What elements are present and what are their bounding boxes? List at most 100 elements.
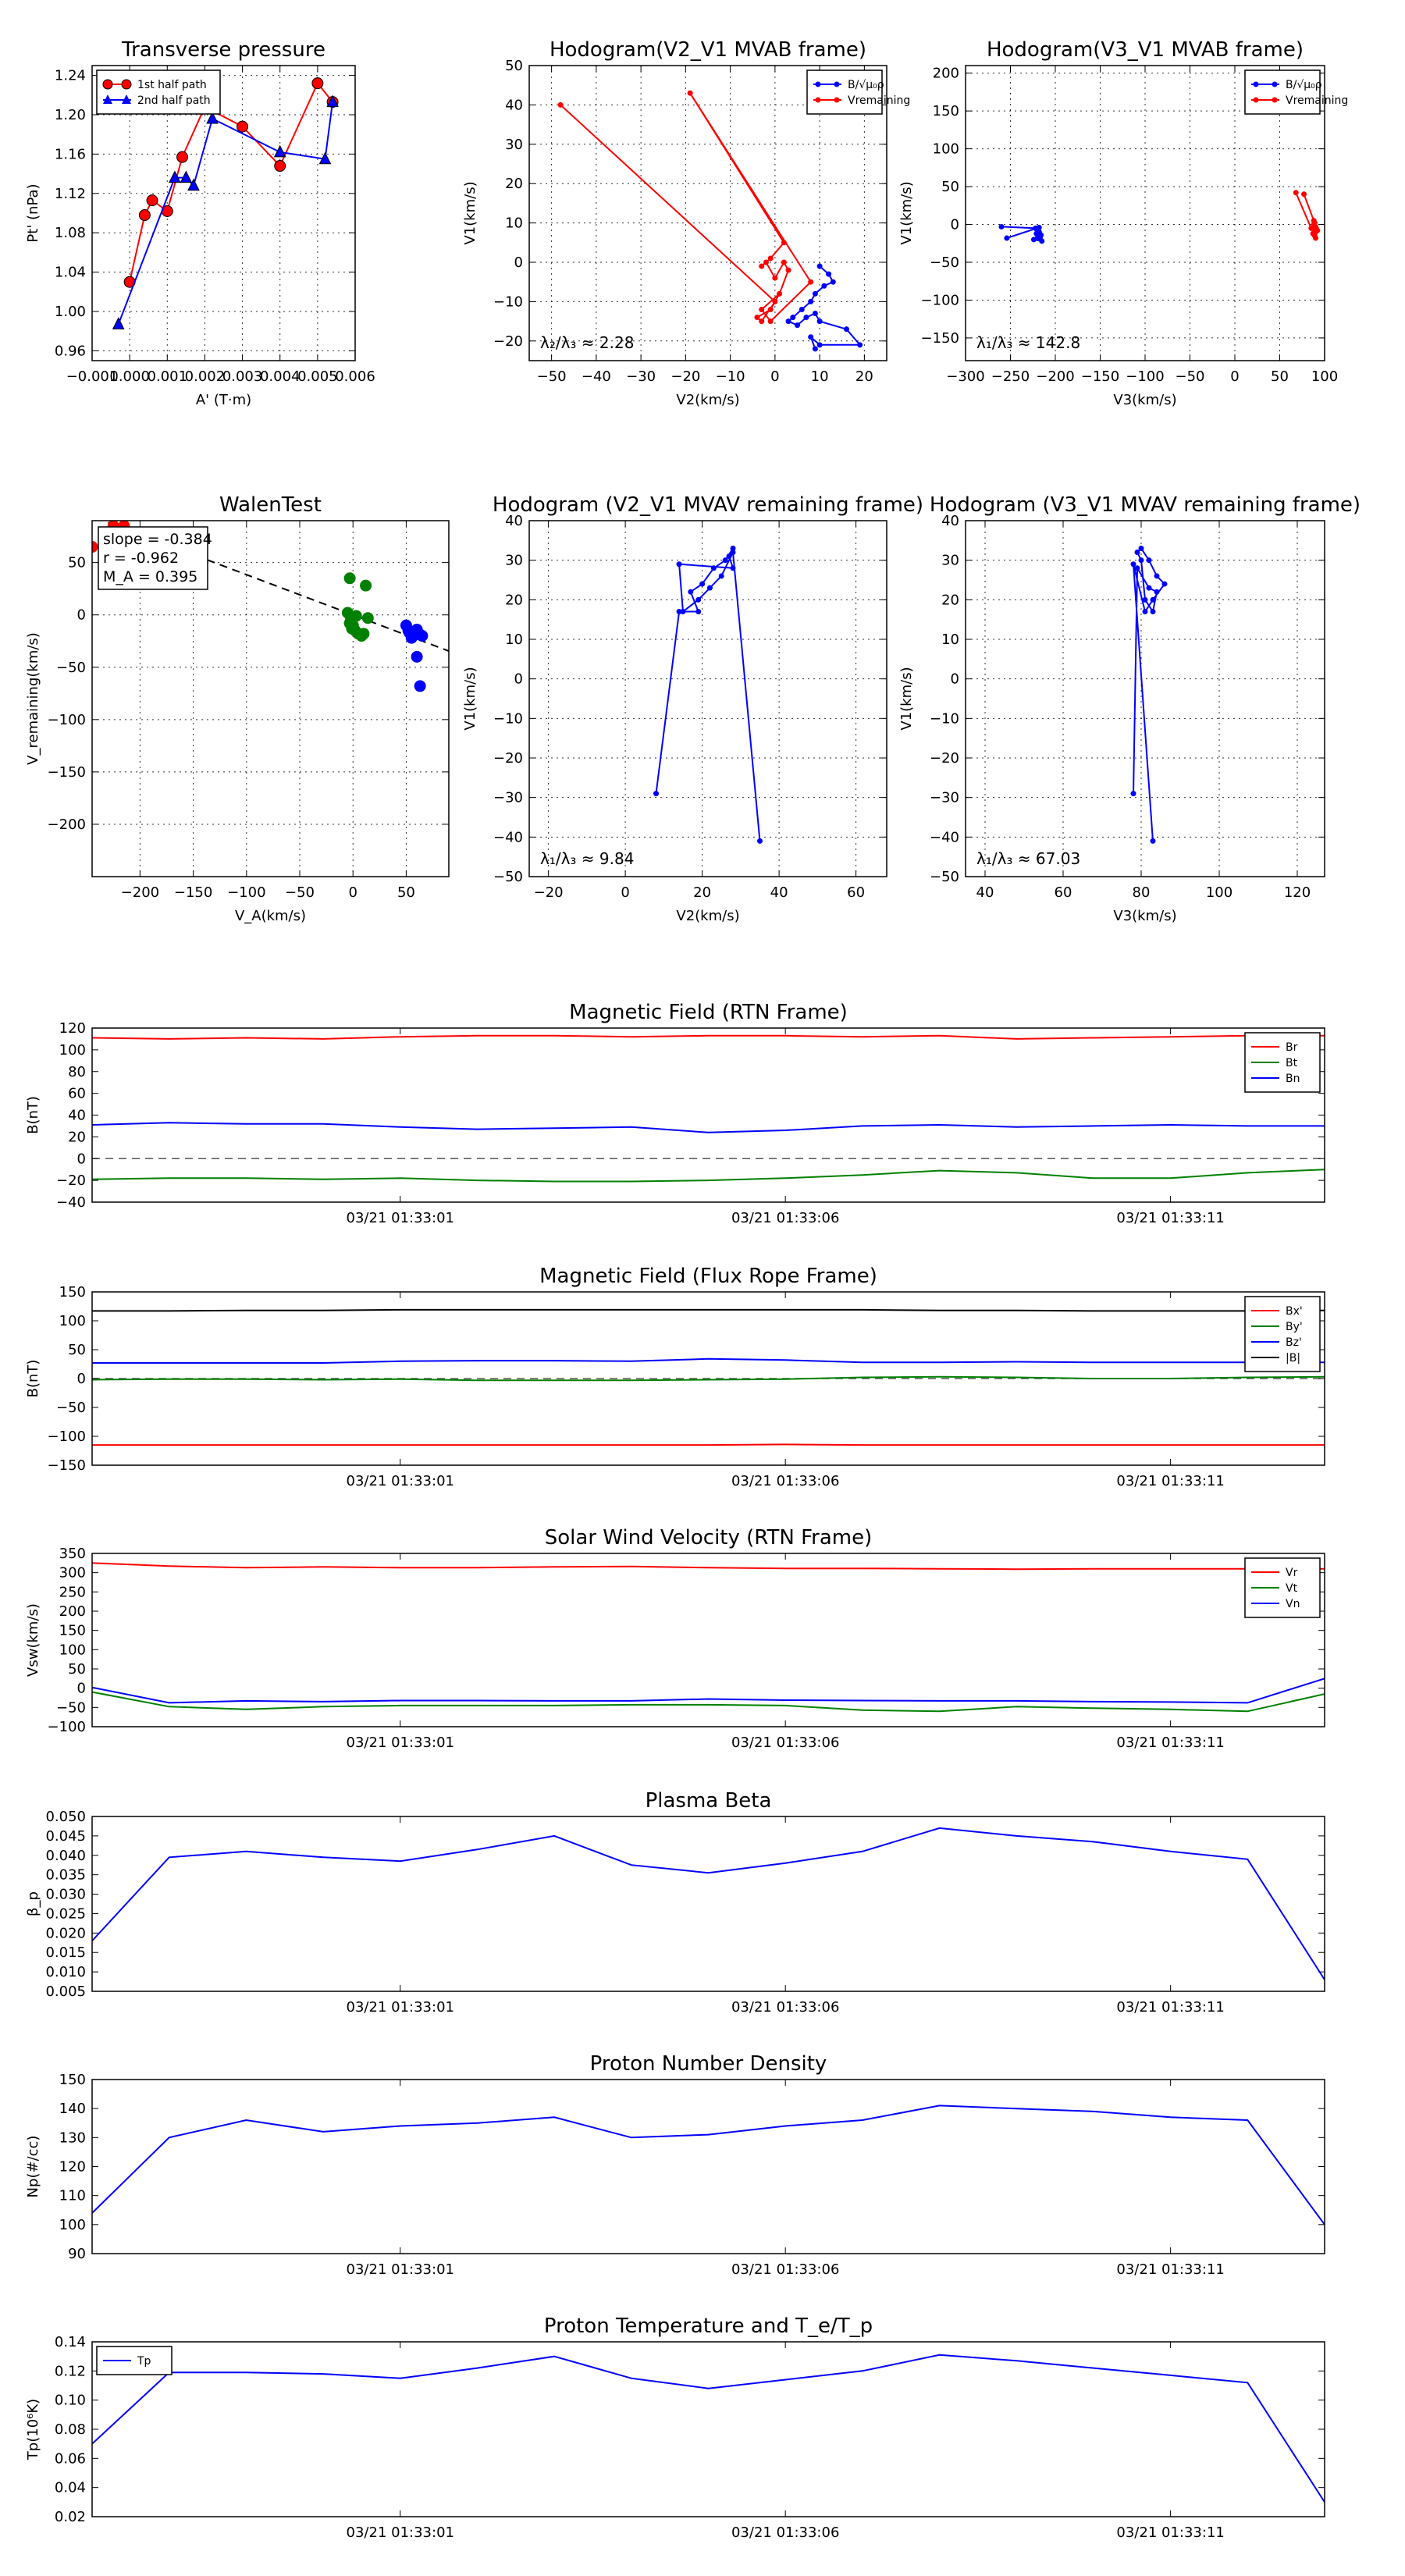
y-tick-label: 10 bbox=[505, 215, 523, 232]
y-axis-label: V1(km/s) bbox=[898, 181, 915, 244]
y-tick-label: 0.030 bbox=[45, 1887, 86, 1903]
data-point bbox=[237, 120, 249, 133]
data-point bbox=[1293, 190, 1299, 196]
data-point bbox=[1033, 230, 1040, 237]
y-axis-label: V_remaining(km/s) bbox=[25, 632, 41, 765]
y-tick-label: −50 bbox=[56, 660, 86, 676]
data-point bbox=[187, 178, 200, 191]
chart-vsw: Solar Wind Velocity (RTN Frame) 03/21 01:… bbox=[25, 1526, 1325, 1751]
data-point bbox=[1310, 230, 1316, 237]
chart-h1: Hodogram(V2_V1 MVAB frame) −50 −40 −30 −20 −1… bbox=[462, 38, 910, 408]
chart-title: Hodogram(V3_V1 MVAB frame) bbox=[987, 38, 1304, 62]
legend-label: Vt bbox=[1286, 1582, 1298, 1595]
y-tick-label: 0.06 bbox=[55, 2450, 86, 2467]
data-point bbox=[790, 315, 796, 321]
y-tick-label: −200 bbox=[48, 817, 86, 833]
plot-frame bbox=[91, 520, 450, 877]
data-point bbox=[812, 290, 818, 297]
legend-label: Tp bbox=[137, 2355, 151, 2368]
data-point bbox=[781, 240, 787, 246]
y-tick-label: 0.02 bbox=[55, 2509, 86, 2525]
x-tick-label: 03/21 01:33:01 bbox=[347, 1210, 454, 1226]
legend-label: Vremaining bbox=[1286, 94, 1348, 107]
y-tick-label: 1.20 bbox=[55, 107, 86, 123]
plot-frame bbox=[965, 520, 1325, 877]
data-point bbox=[706, 585, 713, 591]
legend-box bbox=[806, 69, 883, 115]
data-point bbox=[767, 306, 774, 312]
data-point bbox=[726, 553, 732, 560]
plot-frame bbox=[91, 1816, 1325, 1992]
x-tick-label: 100 bbox=[1206, 884, 1232, 901]
series-line-bx bbox=[92, 1443, 1325, 1446]
plot-area bbox=[92, 2354, 1325, 2503]
x-tick-label: 0 bbox=[621, 884, 629, 901]
chart-title: Hodogram (V2_V1 MVAV remaining frame) bbox=[493, 493, 923, 517]
ratio-annotation: λ₁/λ₃ ≈ 9.84 bbox=[540, 849, 634, 868]
plot-frame bbox=[91, 1027, 1325, 1203]
y-tick-label: −40 bbox=[56, 1194, 86, 1211]
y-axis-label: Vsw(km/s) bbox=[25, 1603, 41, 1677]
y-tick-label: 100 bbox=[59, 2217, 86, 2233]
data-point bbox=[857, 342, 863, 348]
data-point bbox=[710, 565, 717, 571]
series-line-2ndhalfpath bbox=[117, 101, 334, 325]
y-tick-label: −50 bbox=[493, 869, 523, 885]
chart-np: Proton Number Density 03/21 01:33:01 03/21… bbox=[25, 2052, 1325, 2278]
y-tick-label: −100 bbox=[921, 292, 959, 308]
data-point bbox=[318, 151, 332, 165]
x-axis-label: V3(km/s) bbox=[1113, 908, 1176, 924]
x-tick-label: −100 bbox=[227, 884, 265, 901]
x-tick-label: 0.004 bbox=[260, 368, 301, 385]
plot-area bbox=[557, 90, 863, 352]
y-tick-label: 1.00 bbox=[55, 304, 86, 320]
legend: B/√μ₀ρ Vremaining bbox=[1244, 69, 1348, 115]
x-tick-label: −50 bbox=[537, 368, 567, 385]
data-point bbox=[653, 791, 660, 797]
data-point bbox=[676, 609, 682, 615]
y-tick-label: −100 bbox=[48, 712, 86, 728]
data-point bbox=[785, 267, 791, 273]
data-point bbox=[803, 315, 809, 321]
data-point bbox=[311, 77, 324, 90]
x-tick-label: −250 bbox=[991, 368, 1030, 385]
y-tick-label: 0.025 bbox=[45, 1905, 86, 1922]
data-point bbox=[759, 318, 765, 325]
data-point bbox=[1142, 596, 1148, 603]
y-tick-label: −20 bbox=[493, 750, 523, 767]
legend: Br Bt Bn bbox=[1244, 1032, 1321, 1093]
legend-marker bbox=[1272, 97, 1278, 103]
chart-h4: Hodogram (V3_V1 MVAV remaining frame)40 6… bbox=[898, 493, 1361, 924]
y-tick-label: 20 bbox=[68, 1129, 86, 1145]
data-point bbox=[1154, 589, 1160, 595]
ratio-annotation: λ₂/λ₃ ≈ 2.28 bbox=[540, 333, 634, 352]
series-line-vremaining bbox=[560, 92, 812, 323]
data-point bbox=[687, 90, 693, 96]
data-point bbox=[360, 579, 372, 592]
data-point bbox=[414, 680, 426, 692]
y-axis-label: Pt' (nPa) bbox=[25, 183, 41, 242]
data-point bbox=[998, 223, 1005, 229]
y-tick-label: 1.04 bbox=[55, 265, 86, 281]
x-tick-label: 40 bbox=[770, 884, 788, 901]
legend: Vr Vt Vn bbox=[1244, 1557, 1321, 1618]
plot-frame bbox=[91, 1553, 1325, 1727]
y-tick-label: 20 bbox=[505, 176, 523, 192]
legend-marker bbox=[1272, 81, 1278, 87]
legend-marker bbox=[815, 97, 821, 103]
chart-title: Solar Wind Velocity (RTN Frame) bbox=[545, 1526, 872, 1550]
y-axis-label: Tp(10⁶K) bbox=[25, 2399, 41, 2460]
x-tick-label: 03/21 01:33:06 bbox=[731, 2261, 839, 2278]
legend: Bx' By' Bz' |B| bbox=[1244, 1296, 1321, 1372]
x-tick-label: 03/21 01:33:11 bbox=[1116, 1473, 1224, 1489]
plot-area bbox=[112, 77, 339, 329]
legend-marker bbox=[1253, 81, 1259, 87]
data-point bbox=[1301, 191, 1307, 197]
x-tick-label: 0 bbox=[1230, 368, 1239, 385]
x-tick-label: 0 bbox=[348, 884, 357, 901]
y-tick-label: 60 bbox=[68, 1086, 86, 1102]
data-point bbox=[812, 311, 818, 317]
series-line-v bbox=[655, 547, 761, 841]
data-point bbox=[169, 170, 181, 183]
